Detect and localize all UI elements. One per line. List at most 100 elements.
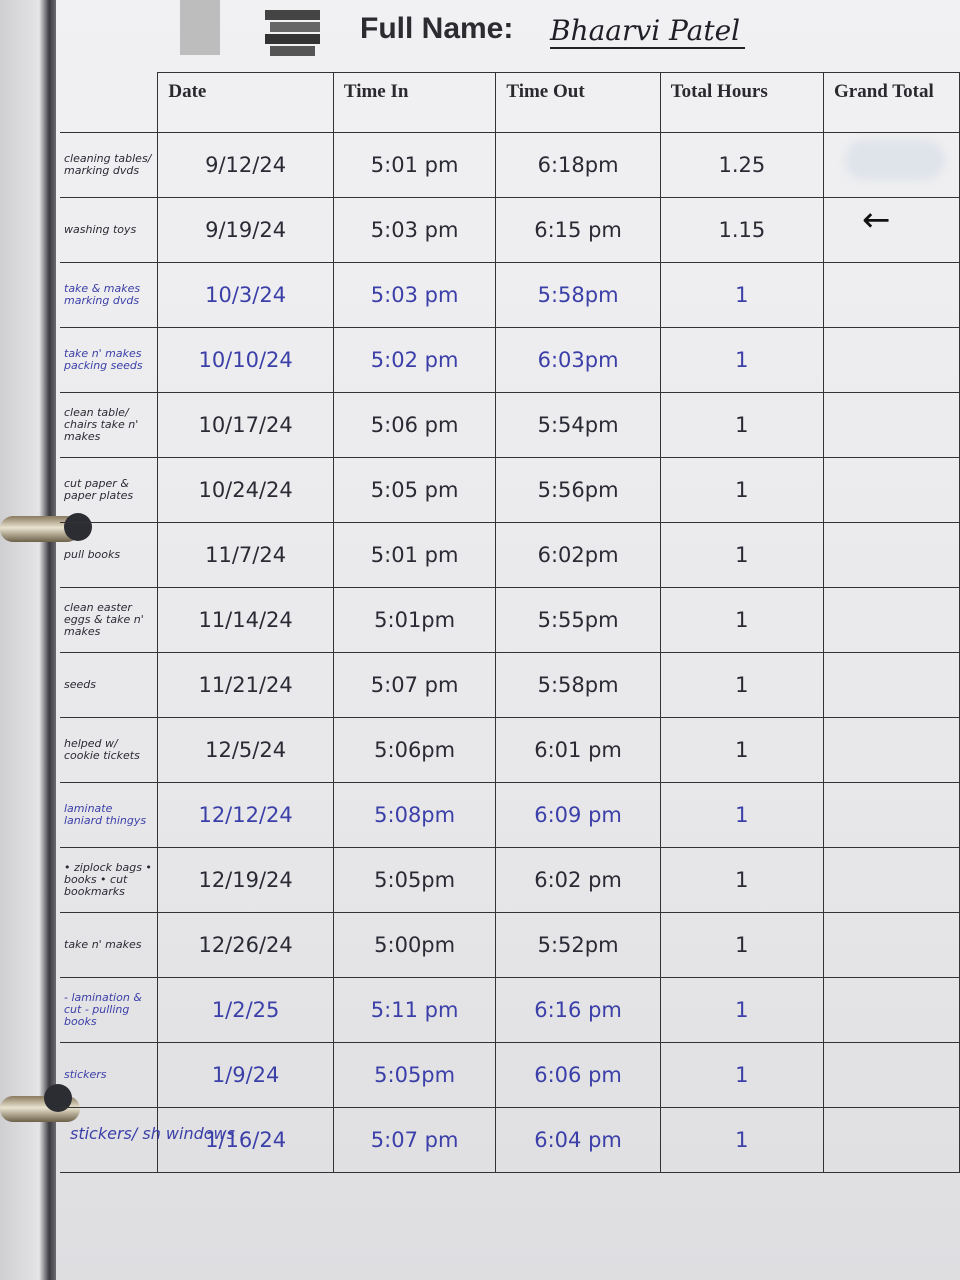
table-row: washing toys 9/19/24 5:03 pm 6:15 pm 1.15 <box>60 197 960 263</box>
hours-table: Date Time In Time Out Total Hours Grand … <box>60 72 960 1173</box>
task-note <box>60 1107 159 1173</box>
time-in-cell: 5:01 pm <box>332 522 497 588</box>
time-in-cell: 5:05pm <box>332 1042 497 1108</box>
time-in-cell: 5:06 pm <box>332 392 497 458</box>
time-out-cell: 6:18pm <box>495 132 661 198</box>
total-hours-cell: 1.25 <box>659 132 824 198</box>
total-hours-cell: 1 <box>659 457 824 523</box>
total-hours-cell: 1 <box>659 587 824 653</box>
total-hours-cell: 1.15 <box>659 197 824 263</box>
time-in-cell: 5:08pm <box>332 782 497 848</box>
full-name-value: Bhaarvi Patel <box>550 14 745 49</box>
total-hours-cell: 1 <box>659 977 824 1043</box>
total-hours-cell: 1 <box>659 1107 824 1173</box>
table-row: cleaning tables/ marking dvds 9/12/24 5:01… <box>60 132 960 198</box>
time-in-cell: 5:03 pm <box>332 262 497 328</box>
time-in-cell: 5:00pm <box>332 912 497 978</box>
grand-total-cell <box>822 717 960 783</box>
table-row: clean table/ chairs take n' makes 10/17/2… <box>60 392 960 458</box>
table-row: pull books 11/7/24 5:01 pm 6:02pm 1 <box>60 522 960 588</box>
date-cell: 1/16/24 <box>157 1107 334 1173</box>
task-note: - lamination & cut - pulling books <box>60 977 159 1043</box>
grand-total-cell <box>822 457 960 523</box>
table-row: cut paper & paper plates 10/24/24 5:05 pm 5… <box>60 457 960 523</box>
time-out-cell: 6:02pm <box>495 522 661 588</box>
grand-total-cell <box>822 392 960 458</box>
time-out-cell: 6:02 pm <box>495 847 661 913</box>
total-hours-cell: 1 <box>659 262 824 328</box>
time-in-cell: 5:06pm <box>332 717 497 783</box>
margin-note: stickers/ sh windows <box>70 1124 235 1143</box>
table-row: helped w/ cookie tickets 12/5/24 5:06pm 6:0… <box>60 717 960 783</box>
task-note: seeds <box>60 652 159 718</box>
table-row: stickers 1/9/24 5:05pm 6:06 pm 1 <box>60 1042 960 1108</box>
time-in-cell: 5:11 pm <box>332 977 497 1043</box>
time-in-cell: 5:03 pm <box>332 197 497 263</box>
task-note: pull books <box>60 522 159 588</box>
grand-total-cell <box>822 1042 960 1108</box>
grand-total-cell <box>822 782 960 848</box>
books-logo-icon <box>180 0 320 56</box>
task-note: cleaning tables/ marking dvds <box>60 132 159 198</box>
table-row: 1/16/24 5:07 pm 6:04 pm 1 <box>60 1107 960 1173</box>
date-cell: 11/14/24 <box>157 587 334 653</box>
table-row: take n' makes 12/26/24 5:00pm 5:52pm 1 <box>60 912 960 978</box>
date-cell: 9/19/24 <box>157 197 334 263</box>
total-hours-cell: 1 <box>659 847 824 913</box>
time-in-cell: 5:05 pm <box>332 457 497 523</box>
task-note: take & makes marking dvds <box>60 262 159 328</box>
time-out-cell: 6:15 pm <box>495 197 661 263</box>
date-cell: 1/9/24 <box>157 1042 334 1108</box>
date-cell: 11/21/24 <box>157 652 334 718</box>
task-note: take n' makes <box>60 912 159 978</box>
time-in-cell: 5:07 pm <box>332 1107 497 1173</box>
total-hours-cell: 1 <box>659 782 824 848</box>
time-out-cell: 6:09 pm <box>495 782 661 848</box>
task-note: • ziplock bags • books • cut bookmarks <box>60 847 159 913</box>
date-cell: 12/26/24 <box>157 912 334 978</box>
table-row: • ziplock bags • books • cut bookmarks 12… <box>60 847 960 913</box>
time-out-cell: 6:16 pm <box>495 977 661 1043</box>
task-note: laminate laniard thingys <box>60 782 159 848</box>
task-note: stickers <box>60 1042 159 1108</box>
task-note: clean easter eggs & take n' makes <box>60 587 159 653</box>
time-out-cell: 5:54pm <box>495 392 661 458</box>
date-cell: 12/12/24 <box>157 782 334 848</box>
grand-total-cell <box>822 1107 960 1173</box>
time-in-cell: 5:01 pm <box>332 132 497 198</box>
date-cell: 12/5/24 <box>157 717 334 783</box>
grand-total-cell <box>822 327 960 393</box>
grand-total-cell <box>822 197 960 263</box>
table-header: Date Time In Time Out Total Hours Grand … <box>60 72 960 133</box>
time-out-cell: 6:04 pm <box>495 1107 661 1173</box>
time-out-cell: 5:52pm <box>495 912 661 978</box>
total-hours-cell: 1 <box>659 652 824 718</box>
grand-total-cell <box>822 587 960 653</box>
col-time-in: Time In <box>332 72 497 133</box>
time-out-cell: 5:56pm <box>495 457 661 523</box>
time-out-cell: 5:58pm <box>495 262 661 328</box>
task-note: helped w/ cookie tickets <box>60 717 159 783</box>
date-cell: 11/7/24 <box>157 522 334 588</box>
time-in-cell: 5:02 pm <box>332 327 497 393</box>
table-row: take & makes marking dvds 10/3/24 5:03 pm 5… <box>60 262 960 328</box>
task-note: cut paper & paper plates <box>60 457 159 523</box>
time-out-cell: 6:01 pm <box>495 717 661 783</box>
total-hours-cell: 1 <box>659 522 824 588</box>
table-row: laminate laniard thingys 12/12/24 5:08pm 6:… <box>60 782 960 848</box>
col-time-out: Time Out <box>495 72 661 133</box>
date-cell: 9/12/24 <box>157 132 334 198</box>
date-cell: 1/2/25 <box>157 977 334 1043</box>
date-cell: 12/19/24 <box>157 847 334 913</box>
col-date: Date <box>157 72 334 133</box>
grand-total-cell <box>822 912 960 978</box>
total-hours-cell: 1 <box>659 912 824 978</box>
full-name-label: Full Name: <box>360 12 514 45</box>
col-grand-total: Grand Total <box>822 72 960 133</box>
time-in-cell: 5:01pm <box>332 587 497 653</box>
table-row: - lamination & cut - pulling books 1/2/25… <box>60 977 960 1043</box>
time-out-cell: 5:58pm <box>495 652 661 718</box>
task-note: clean table/ chairs take n' makes <box>60 392 159 458</box>
grand-total-cell <box>822 262 960 328</box>
